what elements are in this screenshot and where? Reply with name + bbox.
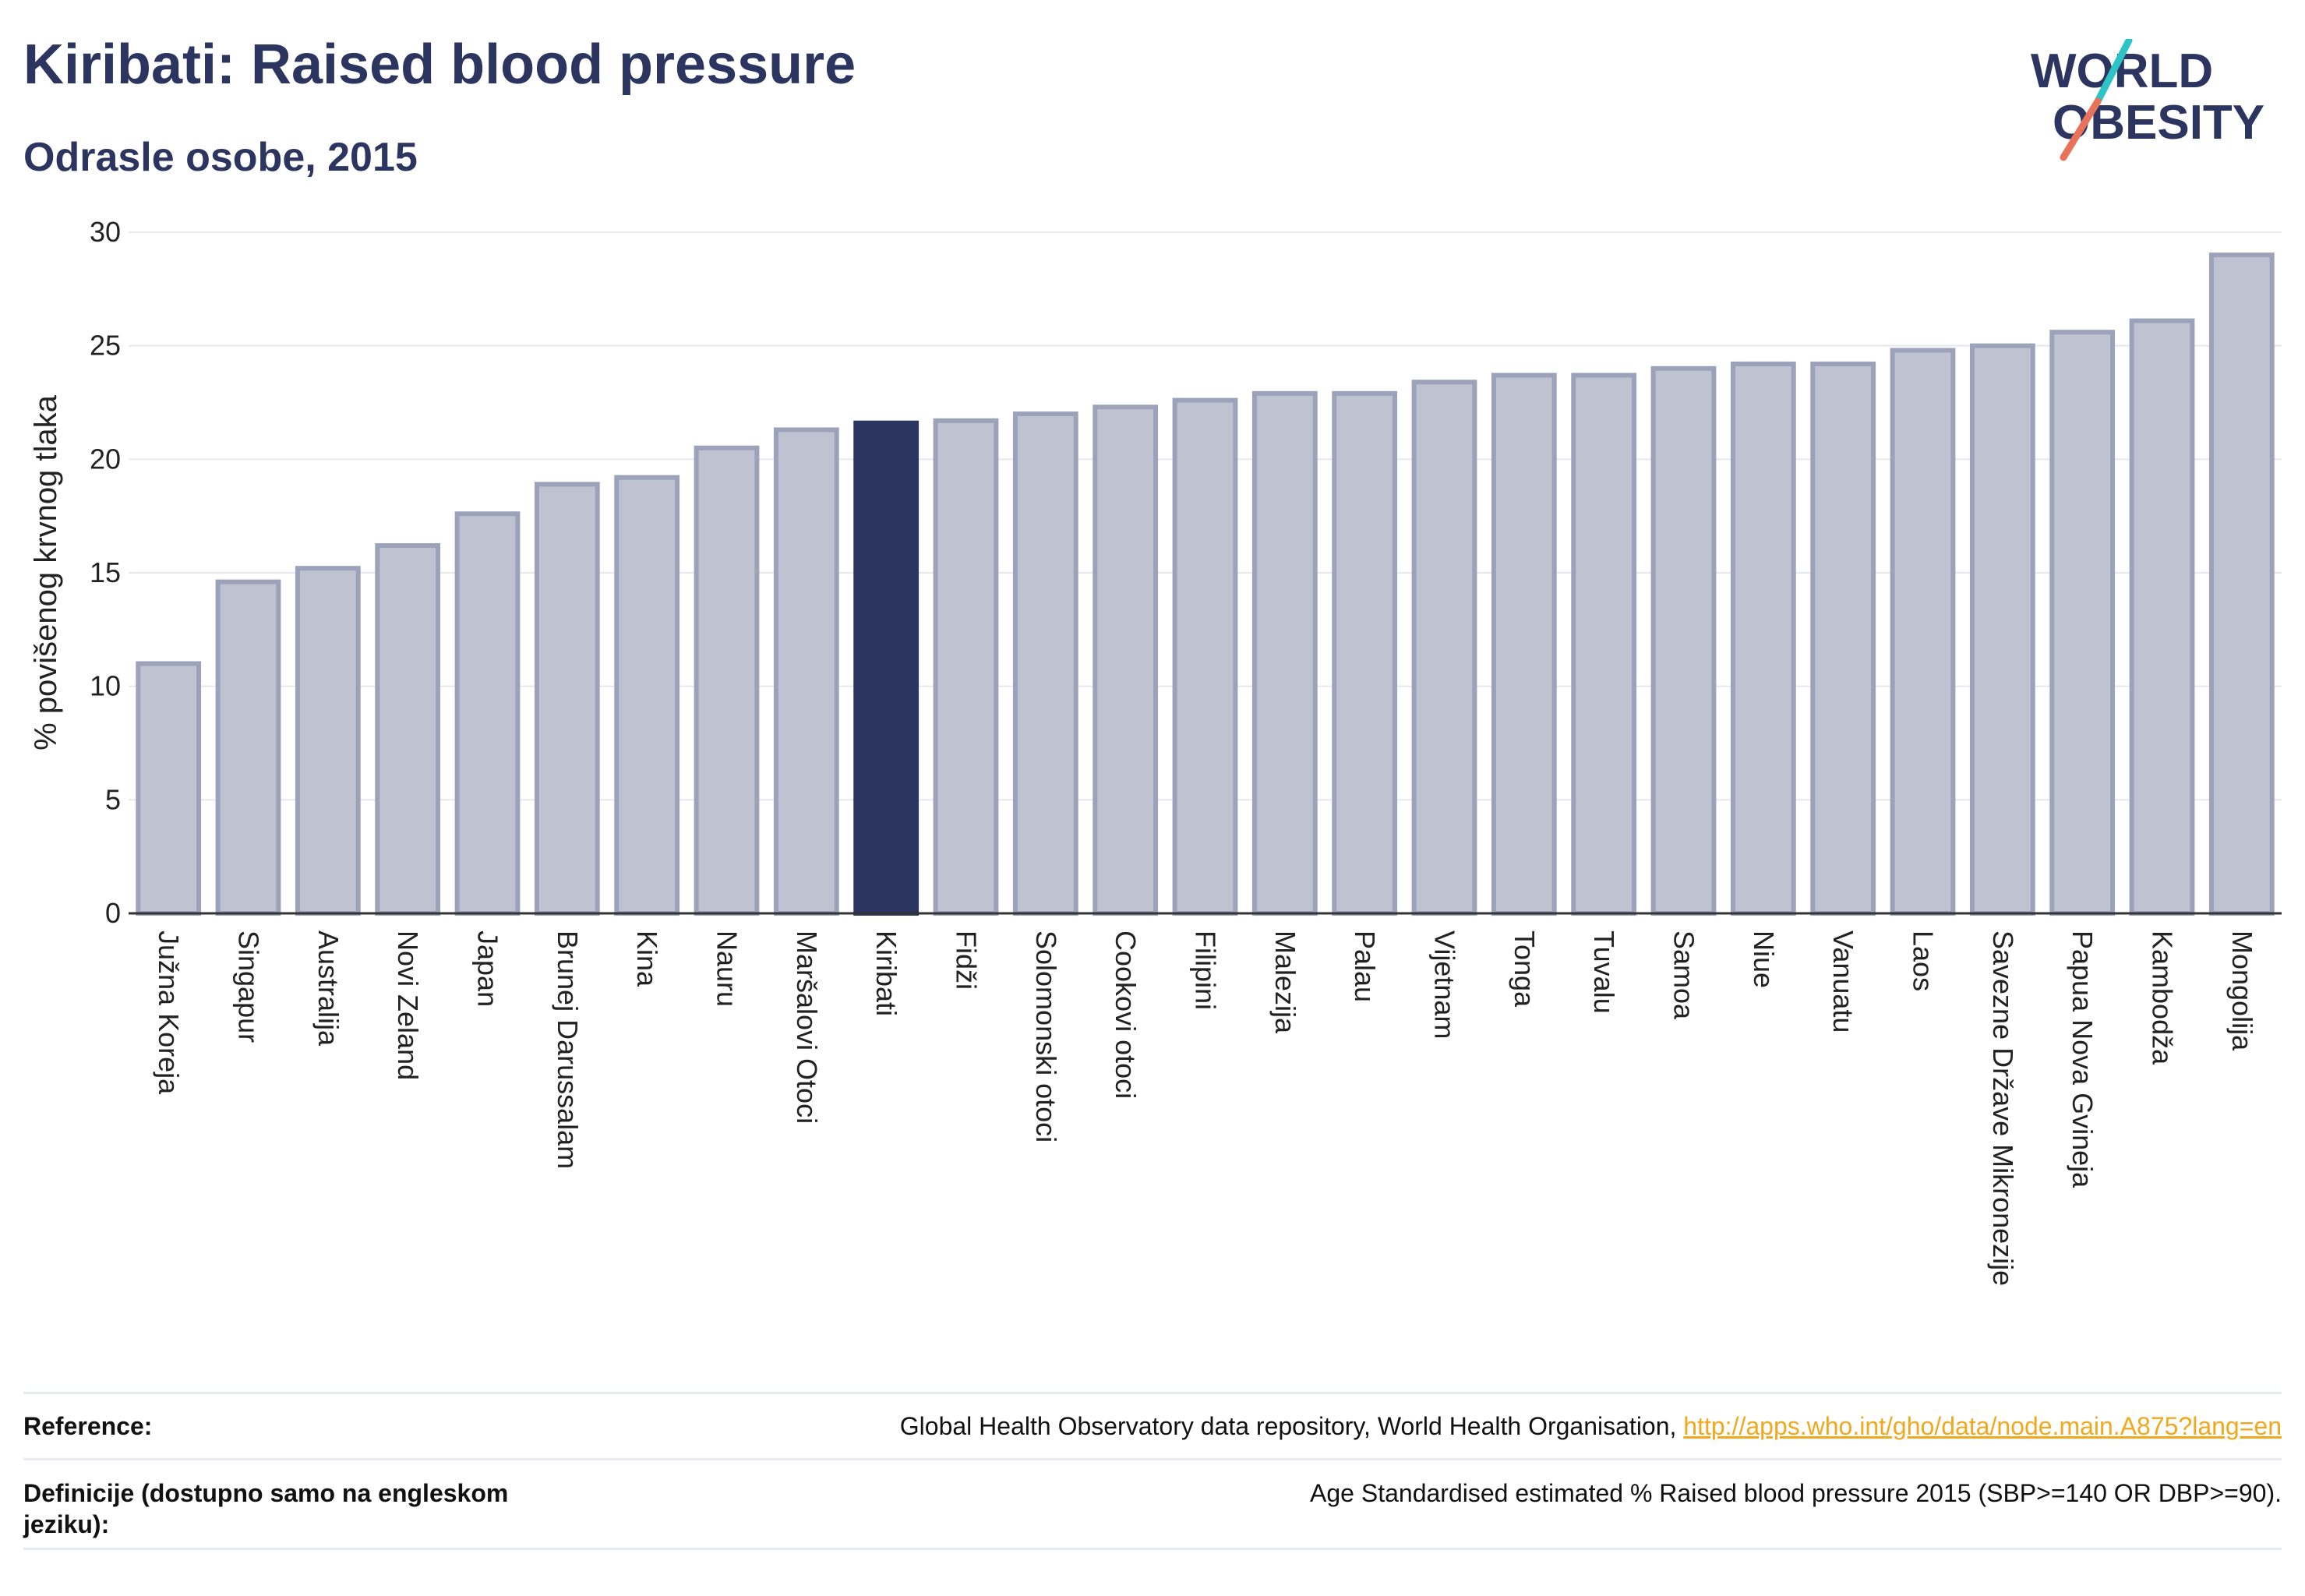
bar	[534, 482, 600, 916]
x-tick-label: Vijetnam	[1429, 930, 1461, 1039]
definition-row: Definicije (dostupno samo na engleskom j…	[23, 1458, 2282, 1550]
bar	[215, 579, 281, 916]
bar	[614, 475, 680, 916]
x-tick-label: Tonga	[1509, 930, 1541, 1008]
bar	[1810, 361, 1876, 916]
x-tick-label: Niue	[1748, 930, 1780, 988]
x-tick-label: Vanuatu	[1827, 930, 1859, 1033]
x-tick-label: Japan	[472, 930, 504, 1007]
bar	[1890, 348, 1956, 916]
reference-text: Global Health Observatory data repositor…	[899, 1412, 1684, 1440]
x-tick-label: Laos	[1908, 930, 1940, 991]
bar	[136, 661, 202, 916]
x-tick-label: Filipini	[1190, 930, 1222, 1010]
reference-row: Reference: Global Health Observatory dat…	[23, 1392, 2282, 1458]
bar	[1650, 365, 1717, 916]
bar	[773, 427, 839, 916]
y-tick-label: 15	[90, 556, 121, 588]
bar	[1571, 373, 1637, 916]
y-tick-label: 25	[90, 330, 121, 362]
bar	[1092, 404, 1159, 916]
y-tick-label: 0	[105, 897, 121, 929]
bar	[1411, 380, 1477, 916]
bar-chart: 0 5 10 15 20 25 30 % povišenog krvnog tlaka Južn…	[29, 216, 2282, 1286]
bar	[2129, 318, 2195, 916]
x-tick-label: Singapur	[233, 930, 265, 1043]
world-obesity-logo: WORLD OBESITY	[2031, 39, 2264, 161]
x-tick-label: Samoa	[1668, 930, 1700, 1020]
reference-label: Reference:	[23, 1412, 153, 1440]
y-tick-label: 20	[90, 443, 121, 475]
bar	[2208, 252, 2275, 916]
y-axis-label: % povišenog krvnog tlaka	[29, 394, 63, 750]
bar	[933, 418, 999, 916]
y-tick-label: 5	[105, 783, 121, 815]
bar	[694, 445, 760, 916]
x-tick-label: Kambodža	[2147, 930, 2179, 1065]
x-tick-label: Fidži	[951, 930, 983, 990]
footer-table: Reference: Global Health Observatory dat…	[23, 1392, 2282, 1550]
chart-title: Kiribati: Raised blood pressure	[23, 34, 856, 96]
x-tick-label: Brunej Darussalam	[552, 930, 584, 1169]
x-tick-label: Kina	[631, 930, 663, 987]
bar	[1969, 343, 2035, 916]
x-tick-label: Palau	[1349, 930, 1381, 1002]
definition-label: Definicije (dostupno samo na engleskom j…	[23, 1479, 509, 1538]
chart-subtitle: Odrasle osobe, 2015	[23, 135, 418, 180]
x-tick-label: Australija	[312, 930, 344, 1047]
logo-slash-bottom	[2060, 97, 2102, 161]
x-tick-label: Maršalovi Otoci	[791, 930, 823, 1124]
definition-value: Age Standardised estimated % Raised bloo…	[1310, 1479, 2282, 1507]
bar	[1172, 397, 1238, 916]
x-tick-label: Južna Koreja	[153, 930, 185, 1095]
y-tick-label: 30	[90, 216, 121, 248]
bar	[1012, 411, 1078, 916]
bar	[1491, 373, 1557, 916]
bar	[295, 566, 361, 916]
x-tick-label: Papua Nova Gvineja	[2067, 930, 2099, 1188]
y-tick-label: 10	[90, 670, 121, 702]
x-tick-label: Kiribati	[870, 930, 902, 1016]
x-tick-label: Mongolija	[2226, 930, 2258, 1051]
bar	[454, 511, 521, 916]
bar	[375, 543, 441, 916]
bar	[2049, 330, 2116, 916]
bar	[1332, 390, 1398, 916]
bar	[853, 420, 920, 916]
reference-link[interactable]: http://apps.who.int/gho/data/node.main.A…	[1683, 1412, 2282, 1440]
bar	[1730, 361, 1796, 916]
bar	[1251, 390, 1318, 916]
x-tick-label: Novi Zeland	[392, 930, 424, 1080]
x-tick-label: Tuvalu	[1588, 930, 1620, 1014]
x-tick-label: Cookovi otoci	[1110, 930, 1142, 1099]
x-tick-label: Solomonski otoci	[1030, 930, 1062, 1142]
x-tick-label: Malezija	[1269, 930, 1301, 1034]
logo-slash-top	[2094, 39, 2133, 105]
x-tick-label: Savezne Države Mikronezije	[1987, 930, 2019, 1286]
x-tick-label: Nauru	[711, 930, 743, 1007]
reference-value: Global Health Observatory data repositor…	[900, 1411, 2282, 1442]
